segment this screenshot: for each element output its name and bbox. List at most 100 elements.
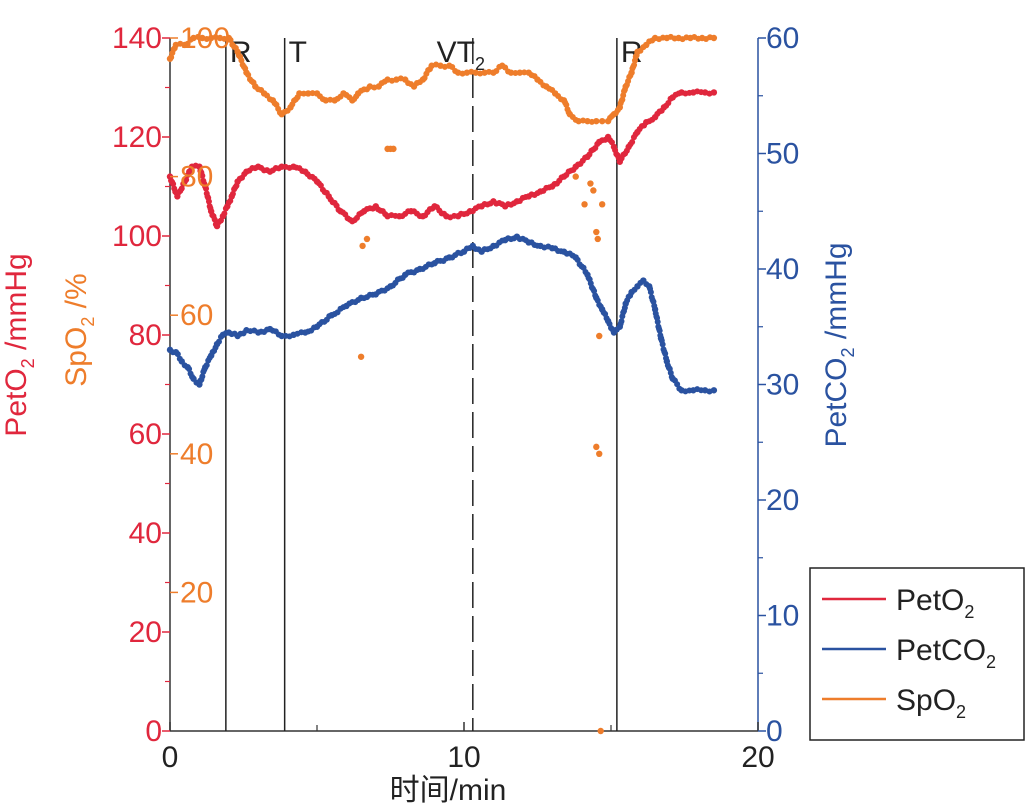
data-point xyxy=(647,289,654,296)
data-point xyxy=(654,318,661,325)
data-point xyxy=(238,57,245,64)
legend-entry-peto2: PetO2 xyxy=(822,584,974,622)
right-axis-label: PetCO2 /mmHg xyxy=(820,242,858,447)
right-axis-label-main: PetCO xyxy=(820,357,853,447)
left-outer-tick-label: 140 xyxy=(112,22,162,55)
left-outer-tick-label: 60 xyxy=(129,418,162,451)
data-point xyxy=(710,34,718,42)
data-point xyxy=(598,201,606,208)
right-tick-label: 20 xyxy=(766,484,799,517)
data-point xyxy=(216,338,222,345)
legend-label-peto2: PetO2 xyxy=(896,584,974,622)
left-outer-tick-label: 80 xyxy=(129,319,162,352)
data-point xyxy=(304,90,312,97)
right-axis-label-sub: 2 xyxy=(838,347,858,357)
data-point xyxy=(590,187,597,194)
left-inner-axis-label-main: SpO xyxy=(60,327,93,387)
data-point xyxy=(229,190,236,197)
left-inner-tick-label: 20 xyxy=(180,576,213,609)
data-point xyxy=(221,210,228,217)
legend-box xyxy=(809,567,1025,741)
data-point xyxy=(563,101,570,108)
right-tick-label: 50 xyxy=(766,138,799,171)
right-tick-label: 0 xyxy=(766,715,783,748)
data-point xyxy=(363,235,371,243)
right-axis-label-tail: /mmHg xyxy=(820,242,853,347)
event-markers: RTVT2R xyxy=(225,36,643,731)
legend-label-petco2: PetCO2 xyxy=(896,634,996,672)
data-point xyxy=(174,351,181,358)
right-tick-label: 60 xyxy=(766,22,799,55)
legend-entry-spo2: SpO2 xyxy=(822,684,966,722)
data-point xyxy=(656,327,663,334)
left-outer-tick-label: 40 xyxy=(129,517,162,550)
x-tick-label: 10 xyxy=(447,741,480,774)
marker-label: VT2 xyxy=(437,36,485,74)
data-point xyxy=(581,201,588,208)
data-point xyxy=(593,443,600,451)
data-point xyxy=(587,180,594,187)
x-tick-label: 20 xyxy=(741,741,774,774)
legend-label-spo2: SpO2 xyxy=(896,684,966,722)
legend-entry-petco2: PetCO2 xyxy=(822,634,996,672)
data-point xyxy=(659,341,666,348)
data-point xyxy=(593,117,600,125)
right-tick-label: 30 xyxy=(766,369,799,402)
x-tick-label: 0 xyxy=(162,741,179,774)
right-tick-label: 10 xyxy=(766,600,799,633)
data-point xyxy=(572,173,579,180)
data-point xyxy=(203,362,210,369)
left-outer-tick-label: 120 xyxy=(112,121,162,154)
series-layer xyxy=(166,33,718,735)
left-outer-axis-label-tail: /mmHg xyxy=(0,253,33,358)
data-point xyxy=(296,90,303,97)
data-point xyxy=(170,180,177,187)
left-outer-tick-label: 0 xyxy=(145,715,162,748)
data-point xyxy=(227,37,234,44)
left-inner-axis-label: SpO2 /% xyxy=(60,273,98,386)
right-tick-label: 40 xyxy=(766,253,799,286)
data-point xyxy=(591,287,598,294)
data-point xyxy=(593,228,600,236)
x-axis-label: 时间/min xyxy=(390,774,507,807)
series-peto2 xyxy=(166,88,718,230)
left-inner-axis-label-sub: 2 xyxy=(78,317,98,327)
data-point xyxy=(629,138,636,145)
left-outer-tick-label: 20 xyxy=(129,616,162,649)
data-point xyxy=(390,145,397,153)
left-inner-tick-label: 40 xyxy=(180,438,213,471)
data-point xyxy=(186,365,193,372)
data-point xyxy=(596,450,603,457)
left-inner-tick-label: 80 xyxy=(180,161,213,194)
data-point xyxy=(183,176,190,183)
series-spo2 xyxy=(166,33,718,125)
left-outer-axis-label-main: PetO xyxy=(0,368,33,436)
data-point xyxy=(199,172,206,179)
data-point xyxy=(618,318,625,325)
series-petco2 xyxy=(166,233,718,395)
data-point xyxy=(516,69,524,76)
left-inner-tick-label: 100 xyxy=(180,22,230,55)
left-outer-tick-label: 100 xyxy=(112,220,162,253)
data-point xyxy=(710,89,718,96)
left-inner-axis-label-tail: /% xyxy=(60,273,93,316)
data-point xyxy=(507,69,515,76)
data-point xyxy=(205,198,212,205)
data-point xyxy=(359,242,366,250)
data-point xyxy=(357,353,365,360)
data-point xyxy=(631,61,638,68)
left-outer-axis-label-sub: 2 xyxy=(18,358,38,368)
data-point xyxy=(594,235,601,243)
data-point xyxy=(662,350,669,357)
marker-label: T xyxy=(289,36,307,69)
series-spo2_outliers xyxy=(357,145,606,735)
data-point xyxy=(178,185,185,192)
axis-ticks: 0 10 2002040608010012014020406080100010203… xyxy=(112,22,799,774)
data-point xyxy=(574,256,581,263)
left-outer-axis-label: PetO2 /mmHg xyxy=(0,253,38,436)
legend: PetO2 PetCO2 SpO2 xyxy=(809,567,1025,741)
data-point xyxy=(598,117,606,125)
data-point xyxy=(199,373,206,380)
data-point xyxy=(710,387,718,394)
